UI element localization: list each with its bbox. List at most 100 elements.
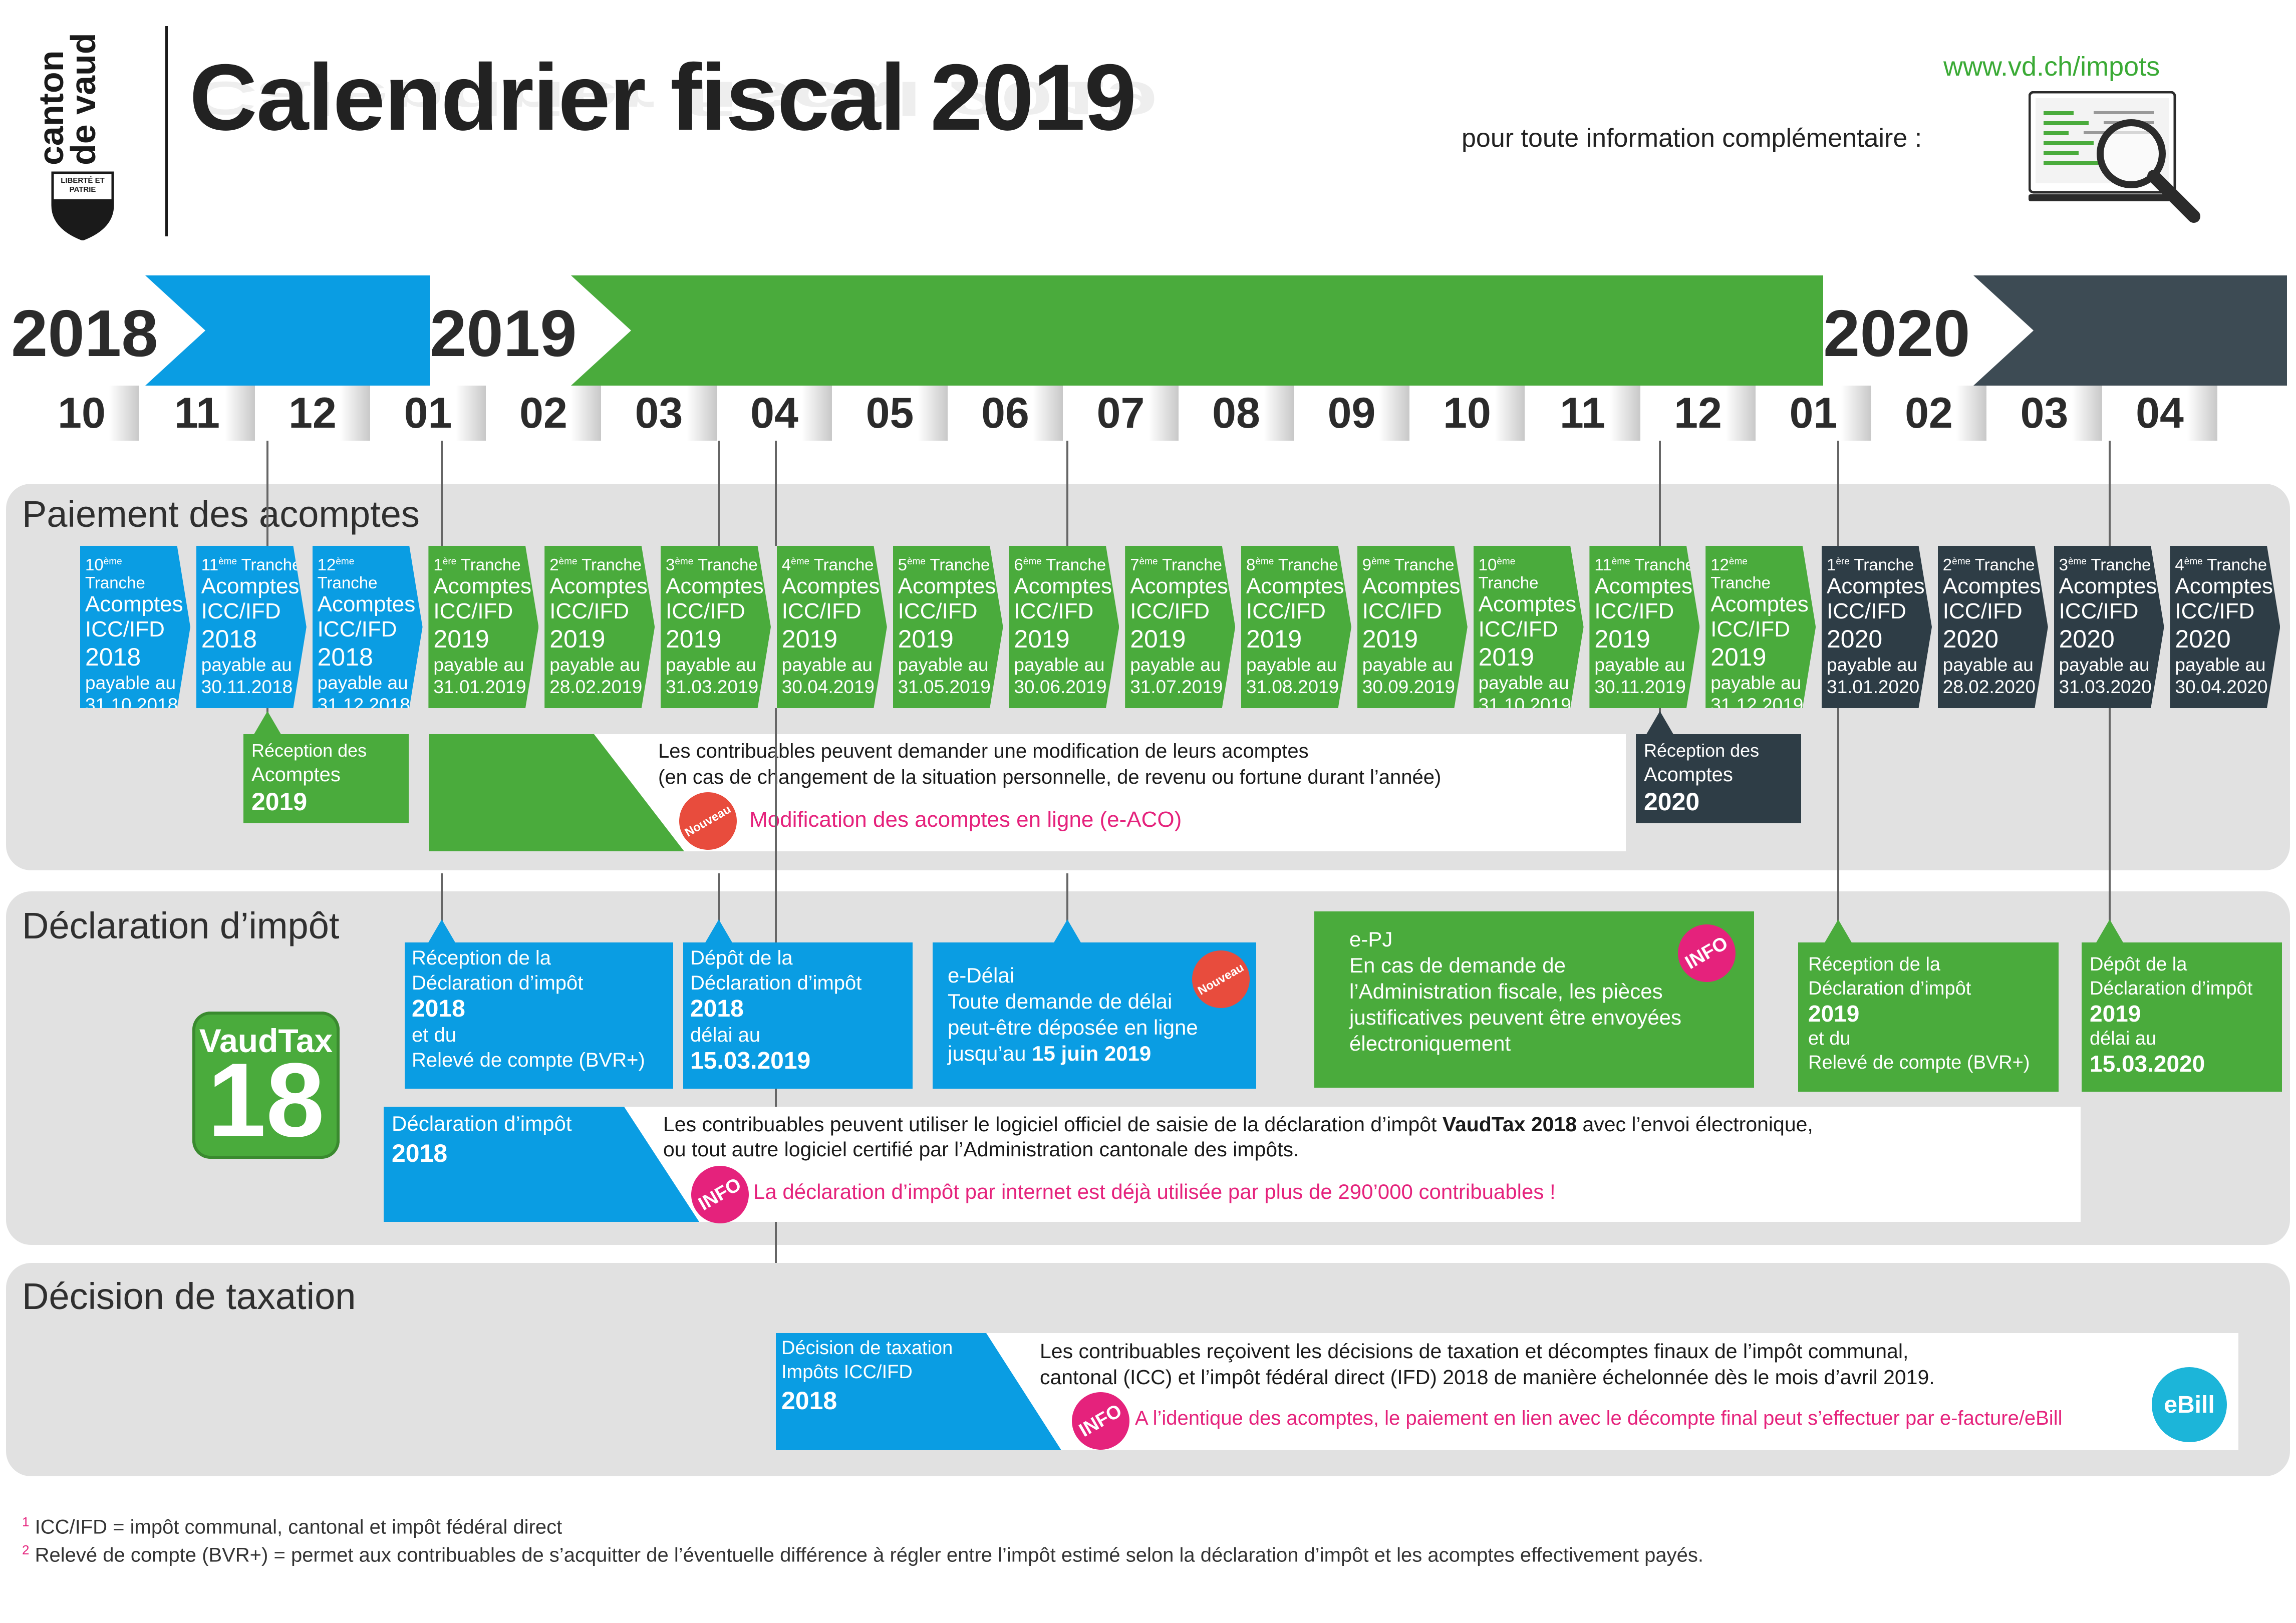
reception-2018-year: 2018 (412, 996, 465, 1022)
tranche-payable: payable au (1710, 673, 1802, 693)
month-divider (1610, 386, 1640, 441)
reception-acomptes-2020-year: 2020 (1644, 788, 1700, 816)
tranche-tile: 11ème Tranche Acomptes ICC/IFD 2018 payable … (196, 546, 307, 708)
tranche-payable: payable au (201, 655, 292, 675)
tranche-date: 30.11.2019 (1594, 677, 1686, 697)
tranche-date: 31.08.2019 (1246, 677, 1339, 697)
tranche-num: 4 (2175, 555, 2184, 574)
tranche-suffix: ème (675, 556, 694, 567)
epj-line1: En cas de demande de (1349, 953, 1566, 977)
month-label: 07 (1096, 389, 1145, 437)
connector-line (1066, 873, 1068, 923)
connector-line (1837, 708, 1839, 923)
modification-text-1: Les contribuables peuvent demander une m… (658, 740, 1309, 762)
website-link[interactable]: www.vd.ch/impots (1943, 52, 2160, 82)
tranche-year: 2019 (433, 625, 489, 653)
header-divider (165, 26, 168, 236)
tranche-suffix: ème (1255, 556, 1274, 567)
tranche-payable: payable au (2059, 655, 2150, 675)
connector-line (1837, 441, 1839, 546)
vaudtax-logo: VaudTax 18 (192, 1012, 340, 1159)
month-divider (1379, 386, 1409, 441)
tranche-icc-ifd: ICC/IFD (2059, 599, 2139, 623)
tranche-word: Tranche (1634, 555, 1695, 574)
ribbon-2018 (145, 275, 430, 386)
tranche-number: 3ème Tranche (2059, 553, 2159, 574)
tranche-word: Tranche (85, 573, 145, 592)
tranche-word: Tranche (460, 555, 521, 574)
connector-line (1066, 441, 1068, 546)
reception-acomptes-2019-line2: Acomptes (251, 764, 341, 786)
tranche-tile: 9ème Tranche Acomptes ICC/IFD 2019 payable a… (1357, 546, 1468, 708)
tranche-num: 9 (1362, 555, 1372, 574)
tranche-num: 12 (317, 555, 336, 574)
eaco-link[interactable]: Modification des acomptes en ligne (e-AC… (749, 807, 1182, 832)
tranche-number: 10ème Tranche (1479, 553, 1579, 592)
tranche-tile: 3ème Tranche Acomptes ICC/IFD 2019 payable a… (661, 546, 771, 708)
tranche-acomptes: Acomptes (1362, 574, 1461, 598)
tranche-number: 1ère Tranche (1827, 553, 1927, 574)
tranche-payable: payable au (1478, 673, 1569, 693)
tranche-suffix: ème (1023, 556, 1042, 567)
reception-2018-line1: Réception de la (412, 947, 551, 969)
tranche-tile: 12ème Tranche Acomptes ICC/IFD 2018 payable … (312, 546, 423, 708)
tranche-year: 2019 (1246, 625, 1302, 653)
declaration-banner-text-1: Les contribuables peuvent utiliser le lo… (663, 1112, 1813, 1137)
tranche-payable: payable au (666, 655, 757, 675)
logo-text: canton de vaud (32, 33, 103, 165)
tranche-acomptes: Acomptes (781, 574, 880, 598)
tranche-suffix: ème (558, 556, 578, 567)
tranche-tile: 4ème Tranche Acomptes ICC/IFD 2019 payable a… (776, 546, 887, 708)
connector-line (718, 441, 720, 546)
edelai-title: e-Délai (948, 963, 1015, 987)
tranche-num: 10 (85, 555, 104, 574)
tranche-payable: payable au (1594, 655, 1685, 675)
tranche-tile: 5ème Tranche Acomptes ICC/IFD 2019 payable a… (893, 546, 1003, 708)
month-divider (1033, 386, 1063, 441)
reception-acomptes-2019-line1: Réception des (251, 740, 367, 761)
banner-text-1c: avec l’envoi électronique, (1577, 1113, 1813, 1136)
decision-text-2: cantonal (ICC) et l’impôt fédéral direct… (1040, 1366, 1935, 1389)
connector-line (2109, 708, 2111, 923)
reception-acomptes-2019: Réception des Acomptes 2019 (243, 734, 409, 823)
tranche-icc-ifd: ICC/IFD (317, 617, 397, 641)
tranche-year: 2019 (781, 625, 838, 653)
tranche-year: 2019 (1478, 643, 1534, 671)
month-label: 04 (2136, 389, 2184, 437)
tranche-num: 6 (1014, 555, 1023, 574)
tranche-date: 30.09.2019 (1362, 677, 1455, 697)
tranche-acomptes: Acomptes (85, 592, 183, 616)
tranche-suffix: ère (1836, 556, 1850, 567)
tranche-num: 1 (1827, 555, 1836, 574)
month-label: 10 (58, 389, 106, 437)
tranche-year: 2019 (666, 625, 722, 653)
tranche-word: Tranche (582, 555, 642, 574)
tranche-date: 30.06.2019 (1014, 677, 1107, 697)
ebill-logo: eBill (2152, 1367, 2227, 1442)
tranche-icc-ifd: ICC/IFD (2175, 599, 2255, 623)
month-divider (109, 386, 139, 441)
tranche-payable: payable au (2175, 655, 2266, 675)
tranche-number: 12ème Tranche (318, 553, 418, 592)
tranche-num: 4 (781, 555, 791, 574)
tranche-payable: payable au (1362, 655, 1453, 675)
tranche-suffix: ème (791, 556, 810, 567)
tranche-payable: payable au (1827, 655, 1918, 675)
month-divider (455, 386, 486, 441)
depot-2018-date: 15.03.2019 (690, 1048, 811, 1074)
tranche-number: 4ème Tranche (782, 553, 882, 574)
declaration-banner-label: Déclaration d’impôt (392, 1112, 572, 1135)
month-divider (571, 386, 601, 441)
tranche-icc-ifd: ICC/IFD (1478, 617, 1558, 641)
tranche-num: 8 (1246, 555, 1256, 574)
tranche-date: 31.12.2018 (317, 695, 410, 715)
epj-line3: justificatives peuvent être envoyées (1349, 1006, 1682, 1029)
month-divider (1148, 386, 1179, 441)
shield-icon (51, 171, 114, 240)
tranche-tile: 11ème Tranche Acomptes ICC/IFD 2019 payable … (1589, 546, 1700, 708)
tranche-icc-ifd: ICC/IFD (1942, 599, 2023, 623)
month-divider (2072, 386, 2102, 441)
section-title-acomptes: Paiement des acomptes (22, 493, 420, 535)
month-divider (1841, 386, 1871, 441)
edelai-line3: jusqu’au (948, 1042, 1026, 1065)
